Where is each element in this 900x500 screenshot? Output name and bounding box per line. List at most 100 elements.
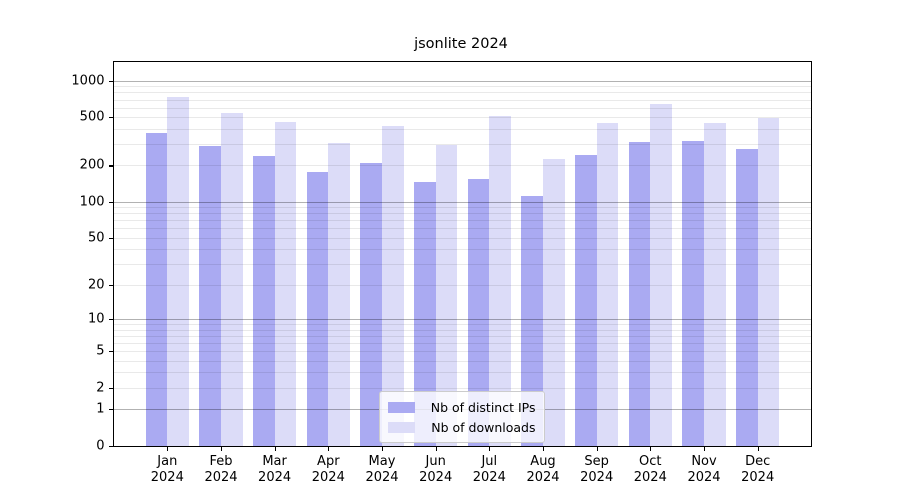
y-tick-label: 1000	[71, 73, 105, 89]
bar-distinct-ips-jul	[467, 178, 490, 446]
legend-swatch-downloads	[387, 421, 415, 433]
x-tick-label: Oct 2024	[634, 454, 667, 487]
x-tick-month: Nov	[691, 453, 717, 469]
bar-distinct-ips-jun	[413, 181, 436, 446]
bar-distinct-ips-jan	[145, 132, 168, 446]
bar-downloads-dec	[757, 118, 780, 446]
y-tick-mark	[108, 318, 114, 321]
plot-area: 0 1 2 5 10 20 50 100 200 500 1000 Jan 2024 Feb 2024 Ma…	[71, 61, 812, 485]
x-tick-label: Feb 2024	[204, 454, 237, 487]
x-tick-year: 2024	[472, 470, 506, 485]
bar-downloads-aug	[542, 158, 565, 446]
x-tick-label: Sep 2024	[580, 454, 613, 487]
y-tick-label: 2	[96, 380, 105, 395]
bar-distinct-ips-feb	[199, 145, 221, 446]
y-tick-label: 0	[96, 438, 105, 453]
x-tick-mark	[543, 445, 545, 451]
x-tick-year: 2024	[526, 470, 560, 485]
x-tick-label: Jul 2024	[473, 454, 506, 487]
x-tick-mark	[704, 445, 706, 451]
y-tick-mark	[108, 237, 114, 240]
x-tick-mark	[221, 445, 223, 451]
x-tick-mark	[650, 445, 652, 451]
bar-distinct-ips-dec	[735, 149, 758, 446]
x-tick-month: Aug	[530, 453, 556, 469]
bar-downloads-mar	[274, 122, 297, 446]
x-tick-mark	[274, 445, 276, 451]
legend-label-downloads: Nb of downloads	[431, 419, 536, 435]
y-tick-mark	[108, 201, 114, 203]
x-tick-month: May	[368, 453, 396, 469]
x-tick-label: Nov 2024	[687, 454, 720, 487]
x-tick-month: Oct	[639, 453, 662, 469]
x-tick-mark	[435, 445, 437, 451]
x-tick-label: May 2024	[365, 454, 398, 487]
x-tick-year: 2024	[580, 470, 614, 485]
y-tick-label: 200	[79, 157, 105, 173]
x-tick-mark	[167, 445, 169, 451]
x-tick-month: Jul	[481, 453, 498, 469]
bar-distinct-ips-nov	[682, 141, 704, 446]
x-tick-label: Mar 2024	[258, 454, 291, 487]
x-tick-mark	[328, 445, 330, 451]
x-tick-month: Dec	[745, 453, 771, 469]
y-tick-mark	[108, 117, 114, 119]
bar-downloads-apr	[328, 142, 351, 446]
bar-distinct-ips-may	[360, 163, 382, 446]
y-tick-label: 5	[96, 343, 105, 359]
legend-item-distinct-ips: Nb of distinct IPs	[387, 397, 536, 417]
x-tick-mark	[596, 445, 598, 451]
y-tick-mark	[108, 387, 114, 389]
y-tick-mark	[108, 165, 114, 167]
x-tick-year: 2024	[419, 470, 453, 485]
x-tick-year: 2024	[204, 470, 238, 485]
x-tick-label: Aug 2024	[526, 454, 559, 487]
legend-swatch-distinct-ips	[387, 401, 415, 413]
y-tick-label: 10	[87, 311, 105, 327]
x-tick-year: 2024	[258, 470, 292, 485]
x-tick-mark	[489, 445, 491, 451]
bar-distinct-ips-apr	[306, 171, 329, 446]
x-tick-year: 2024	[741, 470, 775, 485]
bar-distinct-ips-oct	[628, 141, 651, 446]
bar-downloads-jan	[167, 97, 190, 446]
x-tick-month: Sep	[584, 453, 609, 469]
x-tick-label: Jun 2024	[419, 454, 452, 487]
legend-label-distinct-ips: Nb of distinct IPs	[430, 399, 536, 415]
x-tick-label: Jan 2024	[151, 454, 184, 487]
legend-item-downloads: Nb of downloads	[387, 417, 536, 437]
bar-downloads-jun	[435, 144, 458, 446]
y-tick-mark	[108, 445, 114, 447]
x-tick-year: 2024	[687, 470, 721, 485]
bars-layer	[114, 62, 812, 446]
x-tick-mark	[757, 445, 759, 451]
legend: Nb of distinct IPs Nb of downloads	[378, 391, 545, 443]
x-tick-label: Apr 2024	[312, 454, 345, 487]
bar-downloads-jul	[489, 115, 512, 446]
x-tick-month: Mar	[262, 453, 287, 469]
x-tick-label: Dec 2024	[741, 454, 774, 487]
bar-downloads-nov	[704, 122, 726, 446]
x-tick-month: Feb	[209, 453, 233, 469]
x-tick-year: 2024	[150, 470, 184, 485]
y-tick-mark	[108, 80, 114, 82]
bar-downloads-may	[381, 125, 404, 446]
y-tick-mark	[108, 284, 114, 286]
bar-distinct-ips-sep	[574, 154, 597, 446]
y-tick-label: 100	[79, 194, 105, 210]
x-tick-year: 2024	[311, 470, 345, 485]
y-tick-mark	[108, 350, 114, 353]
x-tick-month: Apr	[317, 453, 340, 469]
y-tick-label: 20	[87, 277, 105, 293]
y-tick-mark	[108, 408, 114, 411]
y-tick-label: 1	[96, 401, 105, 417]
y-tick-label: 500	[79, 109, 105, 125]
y-tick-label: 50	[87, 230, 105, 246]
bar-downloads-oct	[650, 104, 673, 446]
bar-distinct-ips-aug	[521, 196, 543, 446]
x-tick-mark	[382, 445, 384, 451]
x-tick-month: Jan	[157, 453, 178, 469]
x-tick-year: 2024	[365, 470, 399, 485]
bar-downloads-sep	[596, 123, 619, 446]
